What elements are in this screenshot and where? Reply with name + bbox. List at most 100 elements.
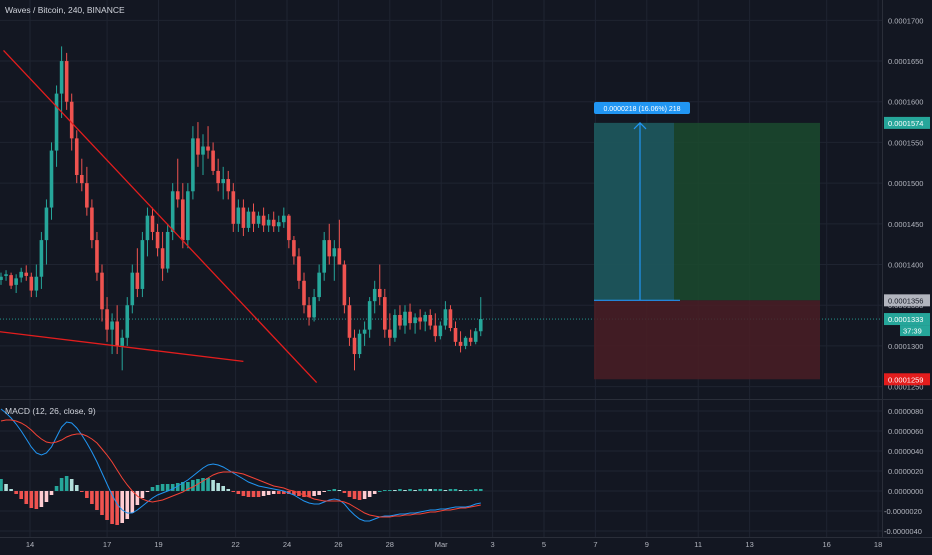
- candle-body: [196, 138, 200, 155]
- candle-body: [292, 240, 296, 257]
- time-tick-label: 24: [283, 540, 291, 549]
- candle-body: [317, 272, 321, 298]
- candle-body: [463, 337, 468, 346]
- macd-histogram-bar: [221, 486, 225, 491]
- macd-histogram-bar: [110, 491, 114, 524]
- macd-histogram-bar: [292, 491, 296, 495]
- macd-histogram-bar: [196, 479, 200, 491]
- time-tick-label: 16: [823, 540, 831, 549]
- candle-body: [4, 274, 8, 276]
- macd-histogram-bar: [186, 482, 190, 491]
- price-tick-label: 0.0001650: [888, 57, 923, 66]
- macd-histogram-bar: [0, 479, 3, 491]
- time-tick-label: 14: [26, 540, 34, 549]
- candle-body: [191, 138, 195, 192]
- entry-price-tag-box: [884, 294, 930, 307]
- macd-histogram-bar: [473, 489, 478, 491]
- macd-tick-label: 0.0000000: [888, 487, 923, 496]
- candle-body: [64, 61, 69, 102]
- candle-body: [377, 288, 382, 298]
- candle-body: [201, 146, 205, 155]
- candle-body: [0, 276, 3, 280]
- macd-histogram-bar: [181, 482, 185, 491]
- trendlines[interactable]: [0, 50, 318, 383]
- macd-histogram-bar: [24, 491, 29, 504]
- macd-histogram-bar: [438, 489, 443, 491]
- candle-body: [34, 276, 39, 291]
- macd-histogram-bar: [44, 491, 49, 502]
- macd-histogram-bar: [342, 491, 347, 493]
- candle-body: [276, 222, 281, 227]
- time-tick-label: 11: [694, 540, 702, 549]
- candle-body: [19, 271, 23, 278]
- macd-histogram-bar: [307, 491, 311, 497]
- candle-body: [327, 240, 332, 257]
- macd-histogram-bar: [271, 491, 276, 494]
- macd-histogram-bar: [302, 491, 306, 497]
- macd-histogram-bar: [170, 484, 175, 491]
- macd-histogram-bar: [206, 478, 210, 491]
- candle-body: [74, 138, 79, 175]
- candle-body: [443, 309, 448, 326]
- countdown-label: 37:39: [903, 327, 922, 336]
- candle-body: [145, 215, 150, 241]
- macd-tick-label: 0.0000080: [888, 407, 923, 416]
- macd-histogram-bar: [276, 491, 281, 494]
- macd-histogram-bar: [322, 491, 326, 492]
- macd-histogram-bar: [69, 479, 74, 491]
- macd-histogram-bar: [160, 484, 165, 491]
- time-tick-label: 22: [231, 540, 239, 549]
- measure-label-box: [594, 102, 690, 114]
- macd-histogram-bar: [155, 485, 160, 491]
- macd-histogram-bar: [191, 480, 195, 491]
- long-position-tool[interactable]: 0.0000218 (16.06%) 218: [594, 102, 820, 380]
- countdown-box: [900, 325, 930, 337]
- stop-price-tag: 0.0001259: [888, 375, 923, 384]
- macd-histogram-bar: [261, 491, 266, 496]
- current-price-tag: 0.0001333: [888, 315, 923, 324]
- macd-histogram-bar: [105, 491, 109, 520]
- macd-histogram-bar: [150, 487, 155, 491]
- macd-histogram-bar: [463, 490, 468, 491]
- macd-histogram-bar: [423, 489, 427, 491]
- candle-body: [95, 240, 99, 273]
- macd-histogram-bar: [377, 491, 382, 492]
- macd-histogram-bar: [352, 491, 357, 499]
- macd-histogram-bar: [251, 491, 256, 497]
- candle-body: [216, 170, 220, 184]
- macd-histogram-bar: [448, 489, 453, 491]
- candle-body: [241, 207, 246, 228]
- candle-body: [181, 199, 185, 241]
- candle-body: [413, 317, 417, 324]
- macd-histogram-bar: [428, 489, 433, 491]
- macd-histogram-bar: [256, 491, 261, 497]
- macd-histogram-bar: [458, 490, 463, 491]
- candle-body: [105, 309, 109, 330]
- candle-body: [160, 248, 165, 269]
- macd-histogram-bar: [34, 491, 39, 509]
- time-tick-label: 18: [874, 540, 882, 549]
- candle-body: [423, 314, 427, 322]
- stop-zone: [594, 300, 820, 380]
- candle-body: [110, 321, 114, 330]
- macd-tick-label: 0.0000020: [888, 467, 923, 476]
- macd-histogram-bar: [383, 490, 387, 491]
- candle-body: [322, 240, 326, 273]
- macd-histogram-bar: [413, 490, 417, 491]
- candle-body: [155, 231, 160, 249]
- signal-line: [0, 419, 481, 518]
- measure-label: 0.0000218 (16.06%) 218: [603, 106, 680, 113]
- candle-body: [438, 325, 443, 337]
- candle-body: [186, 191, 190, 241]
- candle-body: [418, 317, 422, 322]
- macd-histogram-bar: [241, 491, 246, 496]
- macd-histogram-bar: [393, 490, 397, 491]
- candle-body: [271, 219, 276, 227]
- macd-tick-label: 0.0000060: [888, 427, 923, 436]
- macd-histogram-bar: [337, 490, 342, 491]
- candle-body: [408, 311, 412, 324]
- macd-histogram-bar: [246, 491, 251, 497]
- candle-body: [383, 297, 387, 330]
- candle-body: [54, 93, 59, 151]
